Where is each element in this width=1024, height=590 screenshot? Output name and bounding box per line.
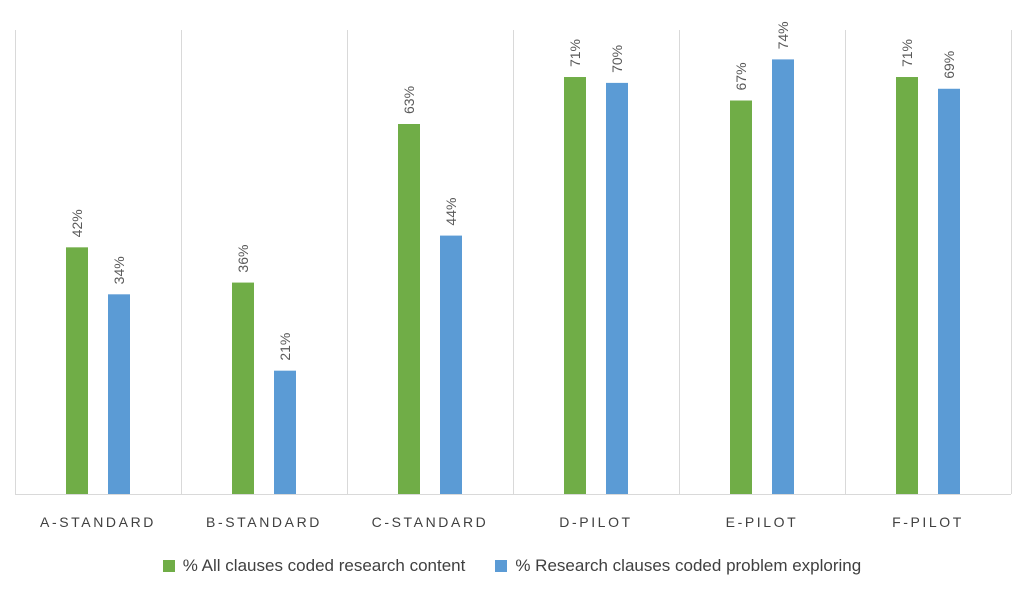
bar-all-clauses (66, 247, 88, 494)
bar-research-clauses (772, 59, 794, 495)
data-label: 63% (401, 86, 417, 114)
x-tick-label: B-STANDARD (206, 514, 322, 530)
data-label: 70% (609, 45, 625, 73)
legend-item-all-clauses: % All clauses coded research content (162, 556, 466, 576)
legend-label-all-clauses: % All clauses coded research content (182, 556, 466, 575)
data-label: 74% (775, 21, 791, 49)
x-tick-label: E-PILOT (726, 514, 799, 530)
legend-item-research-clauses: % Research clauses coded problem explori… (495, 556, 861, 576)
x-tick-label: A-STANDARD (40, 514, 156, 530)
bar-research-clauses (938, 88, 960, 494)
legend-swatch-blue (495, 560, 508, 572)
bar-research-clauses (108, 294, 130, 494)
data-label: 71% (899, 39, 915, 67)
legend-label-research-clauses: % Research clauses coded problem explori… (515, 556, 862, 575)
bar-all-clauses (564, 77, 586, 495)
bar-research-clauses (606, 82, 628, 494)
bar-all-clauses (232, 282, 254, 494)
data-label: 36% (235, 245, 251, 273)
legend-swatch-green (162, 560, 175, 572)
data-label: 21% (277, 333, 293, 361)
bar-research-clauses (440, 235, 462, 495)
x-tick-label: D-PILOT (559, 514, 632, 530)
bar-all-clauses (730, 100, 752, 494)
x-tick-label: C-STANDARD (372, 514, 489, 530)
x-tick-label: F-PILOT (892, 514, 964, 530)
bar-all-clauses (398, 124, 420, 494)
legend: % All clauses coded research content % R… (0, 556, 1024, 576)
bar-all-clauses (896, 77, 918, 495)
data-label: 69% (941, 51, 957, 79)
data-label: 34% (111, 256, 127, 284)
data-label: 71% (567, 39, 583, 67)
bar-chart: 42% 34% A-STANDARD 36% 21% B-STANDARD 63% 44% C-… (15, 21, 1012, 530)
bar-research-clauses (274, 370, 296, 494)
data-label: 42% (69, 209, 85, 237)
data-label: 67% (733, 62, 749, 90)
data-label: 44% (443, 198, 459, 226)
